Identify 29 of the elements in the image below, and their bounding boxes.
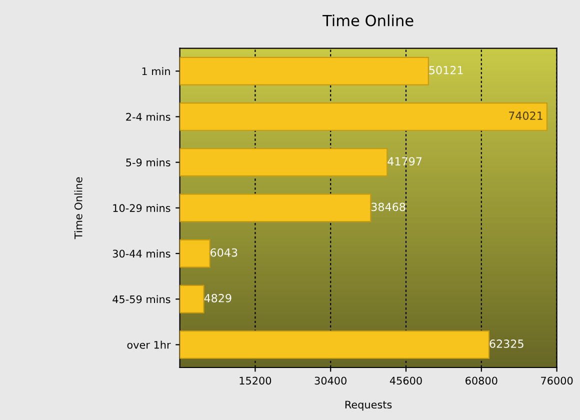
bar [180,148,388,177]
data-label: 74021 [509,112,542,120]
y-tick-label: 2-4 mins [126,112,170,121]
data-label: 50121 [429,66,463,74]
y-tick-label: 30-44 mins [112,250,170,258]
data-label: 41797 [388,157,422,166]
y-tick-label: 5-9 mins [126,158,170,166]
data-label: 4829 [204,294,232,302]
data-label: 62325 [490,340,524,348]
bar [180,284,204,314]
bar [180,56,429,86]
y-tick-label: over 1hr [127,340,171,349]
chart-title: Time Online [322,14,414,26]
bar [180,330,490,359]
y-axis-title: Time Online [74,177,82,240]
x-axis-title: Requests [345,400,392,411]
y-tick-label: 1 min [142,67,170,76]
bar [180,194,372,222]
x-tick-label: 15200 [240,376,272,385]
x-tick-label: 30400 [314,376,346,385]
bar [180,239,210,268]
x-tick-label: 45600 [390,376,422,385]
bar [180,102,548,131]
data-label: 6043 [210,248,238,257]
y-tick-label: 10-29 mins [113,204,170,212]
x-tick-label: 60800 [466,376,498,385]
y-tick-label: 45-59 mins [112,295,170,304]
data-label: 38468 [371,202,406,212]
x-tick-label: 76000 [541,376,573,385]
